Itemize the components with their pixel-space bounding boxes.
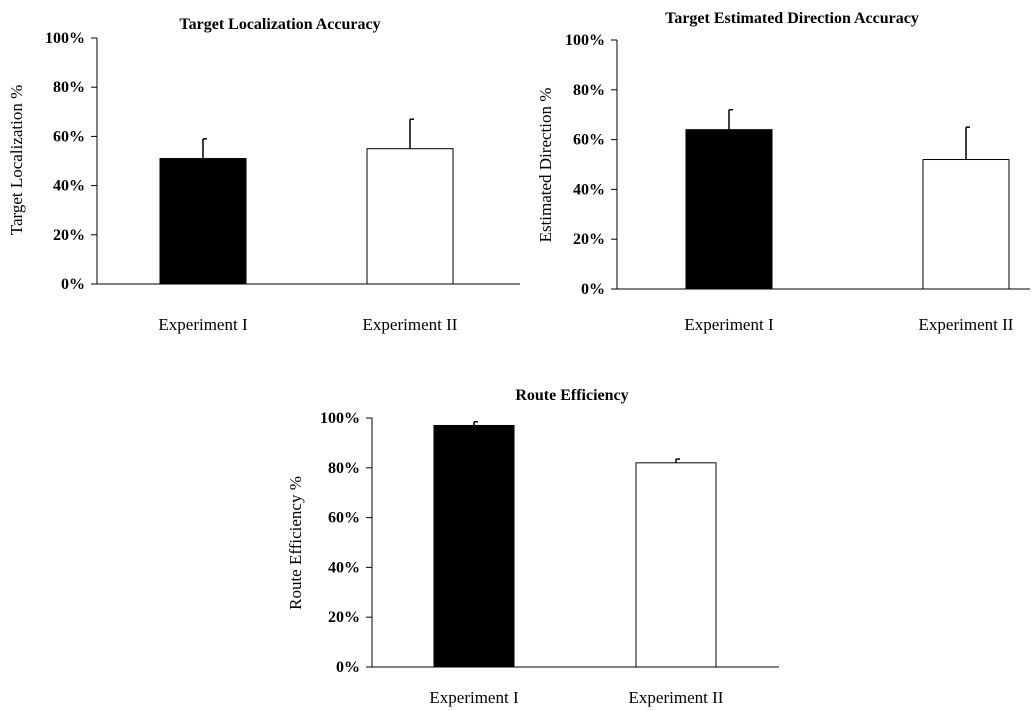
bar-experiment-i — [685, 129, 773, 290]
y-axis-label: Target Localization % — [7, 85, 26, 236]
y-axis-label: Estimated Direction % — [536, 88, 555, 243]
y-tick-group: 0% 20% 40% 60% 80% 100% — [45, 30, 97, 293]
x-tick-label: Experiment I — [429, 688, 519, 707]
y-tick-label: 80% — [328, 460, 360, 477]
x-tick-label: Experiment I — [158, 315, 248, 334]
chart-title: Target Localization Accuracy — [179, 16, 380, 33]
y-tick-group: 0% 20% 40% 60% 80% 100% — [320, 410, 372, 676]
chart-title: Target Estimated Direction Accuracy — [665, 10, 919, 27]
bar-experiment-i — [159, 158, 247, 285]
y-tick-label: 0% — [61, 276, 85, 293]
y-tick-label: 60% — [328, 510, 360, 527]
y-tick-label: 80% — [53, 79, 85, 96]
chart-title: Route Efficiency — [515, 387, 628, 404]
y-tick-label: 80% — [573, 82, 605, 99]
error-bar-group — [202, 118, 414, 159]
y-axis-label: Route Efficiency % — [286, 476, 305, 610]
x-tick-label: Experiment II — [919, 315, 1014, 334]
y-tick-label: 20% — [53, 227, 85, 244]
y-tick-label: 20% — [328, 609, 360, 626]
bar-group — [685, 129, 1010, 290]
x-tick-label: Experiment I — [684, 315, 774, 334]
y-tick-label: 100% — [320, 410, 360, 427]
error-bar-group — [728, 108, 970, 160]
y-tick-label: 0% — [581, 281, 605, 298]
y-tick-label: 40% — [328, 559, 360, 576]
bar-group — [433, 424, 717, 668]
y-tick-label: 20% — [573, 231, 605, 248]
y-tick-label: 0% — [336, 659, 360, 676]
chart-target-localization: Target Localization Accuracy Target Loca… — [7, 16, 520, 334]
y-tick-label: 40% — [573, 181, 605, 198]
y-tick-label: 100% — [565, 32, 605, 49]
y-tick-group: 0% 20% 40% 60% 80% 100% — [565, 32, 617, 298]
bar-experiment-ii — [922, 159, 1010, 290]
y-tick-label: 60% — [53, 128, 85, 145]
chart-route-efficiency: Route Efficiency Route Efficiency % 0% 20… — [286, 387, 779, 707]
y-tick-label: 40% — [53, 178, 85, 195]
bar-experiment-ii — [366, 148, 454, 285]
bar-group — [159, 148, 454, 285]
x-tick-label: Experiment II — [363, 315, 458, 334]
chart-estimated-direction: Target Estimated Direction Accuracy Esti… — [536, 10, 1030, 334]
y-tick-label: 60% — [573, 132, 605, 149]
y-tick-label: 100% — [45, 30, 85, 47]
bar-experiment-ii — [635, 462, 717, 668]
error-bar-group — [473, 420, 680, 463]
bar-experiment-i — [433, 424, 515, 668]
x-tick-label: Experiment II — [629, 688, 724, 707]
